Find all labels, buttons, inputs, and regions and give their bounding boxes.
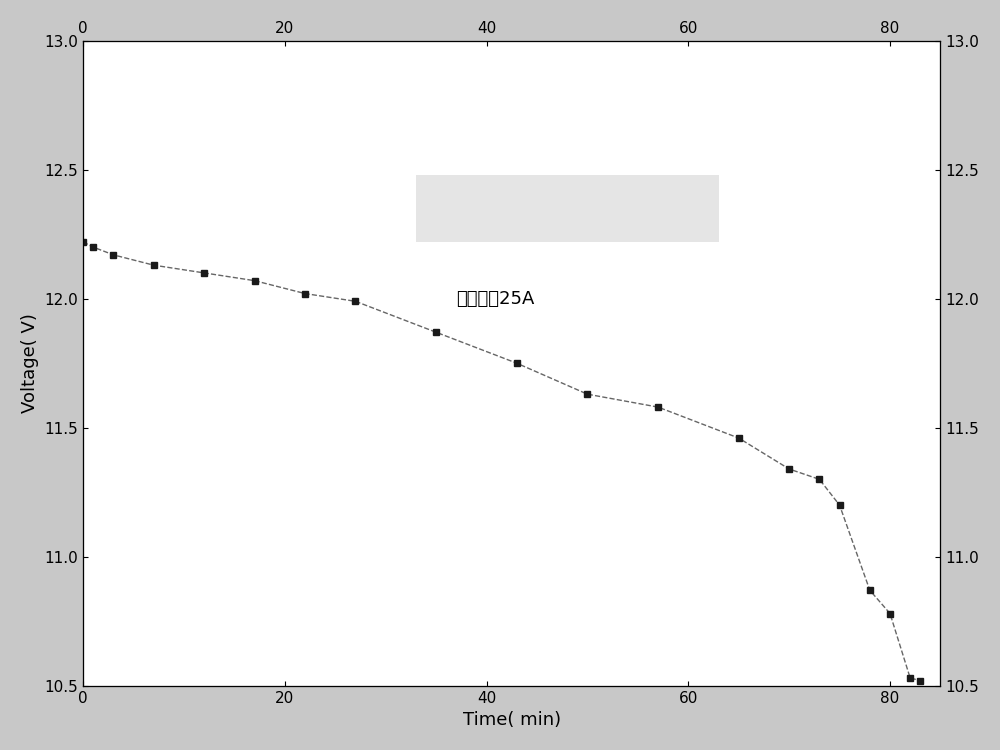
Bar <box>416 175 719 242</box>
X-axis label: Time( min): Time( min) <box>463 711 561 729</box>
Y-axis label: Voltage( V): Voltage( V) <box>21 314 39 413</box>
Text: 放电电洑25A: 放电电洑25A <box>456 290 535 308</box>
